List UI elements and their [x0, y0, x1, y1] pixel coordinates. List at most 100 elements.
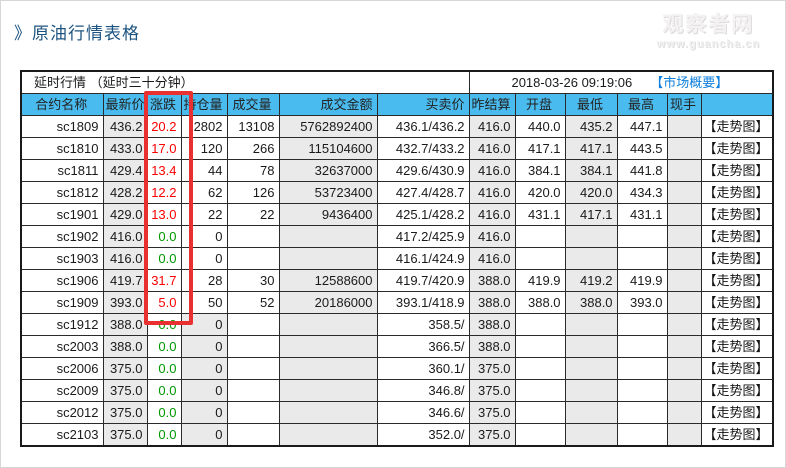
cell-low: 384.1: [564, 159, 618, 182]
cell-turnover: [278, 423, 378, 447]
cell-change: 0.0: [146, 357, 182, 380]
cell-volume: 266: [226, 137, 280, 160]
quote-row-sc2003: sc2003 388.0 0.0 0 366.5/388.0 【走势图】: [20, 335, 774, 358]
cell-lot: [666, 181, 702, 204]
cell-contract: sc1812: [20, 181, 104, 204]
quote-row-sc1903: sc1903 416.0 0.0 0 416.1/424.9 416.0 【走势图】: [20, 247, 774, 270]
cell-last: 388.0: [102, 313, 148, 336]
cell-bid_ask: 393.1/418.9: [376, 291, 470, 314]
cell-change: 0.0: [146, 247, 182, 270]
trend-chart-link[interactable]: 【走势图】: [700, 115, 774, 138]
cell-prev_settle: 416.0: [468, 137, 516, 160]
trend-chart-link[interactable]: 【走势图】: [700, 159, 774, 182]
cell-contract: sc1903: [20, 247, 104, 270]
quote-row-sc2012: sc2012 375.0 0.0 0 346.6/375.0 【走势图】: [20, 401, 774, 424]
cell-change: 13.4: [146, 159, 182, 182]
cell-bid_ask: 346.6/: [376, 401, 470, 424]
cell-low: 435.2: [564, 115, 618, 138]
trend-chart-link[interactable]: 【走势图】: [700, 203, 774, 226]
trend-chart-link[interactable]: 【走势图】: [700, 137, 774, 160]
cell-high: 441.8: [616, 159, 668, 182]
cell-turnover: 5762892400: [278, 115, 378, 138]
cell-open: 384.1: [514, 159, 566, 182]
cell-change: 13.0: [146, 203, 182, 226]
cell-last: 375.0: [102, 401, 148, 424]
cell-prev_settle: 416.0: [468, 203, 516, 226]
cell-lot: [666, 159, 702, 182]
cell-turnover: [278, 379, 378, 402]
cell-change: 0.0: [146, 423, 182, 447]
cell-bid_ask: 425.1/428.2: [376, 203, 470, 226]
cell-bid_ask: 416.1/424.9: [376, 247, 470, 270]
cell-contract: sc1902: [20, 225, 104, 248]
cell-bid_ask: 429.6/430.9: [376, 159, 470, 182]
cell-bid_ask: 427.4/428.7: [376, 181, 470, 204]
cell-change: 0.0: [146, 401, 182, 424]
cell-high: [616, 357, 668, 380]
cell-bid_ask: 436.1/436.2: [376, 115, 470, 138]
cell-volume: [226, 423, 280, 447]
cell-open: 440.0: [514, 115, 566, 138]
cell-open_interest: 0: [180, 313, 228, 336]
cell-turnover: 12588600: [278, 269, 378, 292]
cell-contract: sc1901: [20, 203, 104, 226]
cell-high: [616, 423, 668, 447]
trend-chart-link[interactable]: 【走势图】: [700, 225, 774, 248]
cell-open_interest: 28: [180, 269, 228, 292]
cell-volume: [226, 379, 280, 402]
quote-row-sc2103: sc2103 375.0 0.0 0 352.0/375.0 【走势图】: [20, 423, 774, 447]
trend-chart-link[interactable]: 【走势图】: [700, 269, 774, 292]
cell-turnover: [278, 247, 378, 270]
cell-turnover: 53723400: [278, 181, 378, 204]
info-row: 延时行情 （延时三十分钟） 2018-03-26 09:19:06 【市场概要】: [20, 70, 774, 94]
trend-chart-link[interactable]: 【走势图】: [700, 423, 774, 447]
cell-open_interest: 0: [180, 335, 228, 358]
cell-lot: [666, 335, 702, 358]
cell-prev_settle: 388.0: [468, 335, 516, 358]
cell-change: 0.0: [146, 379, 182, 402]
delay-notice: 延时行情 （延时三十分钟）: [20, 70, 470, 94]
market-summary-link[interactable]: 【市场概要】: [650, 75, 729, 90]
cell-contract: sc2009: [20, 379, 104, 402]
cell-change: 5.0: [146, 291, 182, 314]
cell-contract: sc1811: [20, 159, 104, 182]
cell-turnover: 9436400: [278, 203, 378, 226]
site-watermark: 观察者网 www.guancha.cn: [657, 8, 760, 50]
cell-low: 388.0: [564, 291, 618, 314]
cell-low: [564, 313, 618, 336]
cell-open_interest: 0: [180, 225, 228, 248]
cell-last: 419.7: [102, 269, 148, 292]
trend-chart-link[interactable]: 【走势图】: [700, 379, 774, 402]
cell-high: [616, 313, 668, 336]
cell-prev_settle: 416.0: [468, 115, 516, 138]
cell-high: [616, 247, 668, 270]
cell-lot: [666, 423, 702, 447]
cell-last: 416.0: [102, 247, 148, 270]
cell-low: [564, 401, 618, 424]
cell-low: [564, 335, 618, 358]
column-header-last: 最新价: [102, 93, 148, 116]
column-header-prev_settle: 昨结算: [468, 93, 516, 116]
trend-chart-link[interactable]: 【走势图】: [700, 357, 774, 380]
trend-chart-link[interactable]: 【走势图】: [700, 291, 774, 314]
cell-open: [514, 401, 566, 424]
cell-lot: [666, 379, 702, 402]
trend-chart-link[interactable]: 【走势图】: [700, 247, 774, 270]
cell-prev_settle: 416.0: [468, 159, 516, 182]
cell-change: 0.0: [146, 313, 182, 336]
cell-open_interest: 0: [180, 357, 228, 380]
cell-contract: sc1909: [20, 291, 104, 314]
cell-open: 388.0: [514, 291, 566, 314]
cell-prev_settle: 375.0: [468, 379, 516, 402]
trend-chart-link[interactable]: 【走势图】: [700, 181, 774, 204]
trend-chart-link[interactable]: 【走势图】: [700, 335, 774, 358]
trend-chart-link[interactable]: 【走势图】: [700, 313, 774, 336]
cell-bid_ask: 417.2/425.9: [376, 225, 470, 248]
cell-last: 429.0: [102, 203, 148, 226]
cell-contract: sc1906: [20, 269, 104, 292]
cell-turnover: [278, 401, 378, 424]
trend-chart-link[interactable]: 【走势图】: [700, 401, 774, 424]
cell-turnover: [278, 335, 378, 358]
cell-lot: [666, 115, 702, 138]
